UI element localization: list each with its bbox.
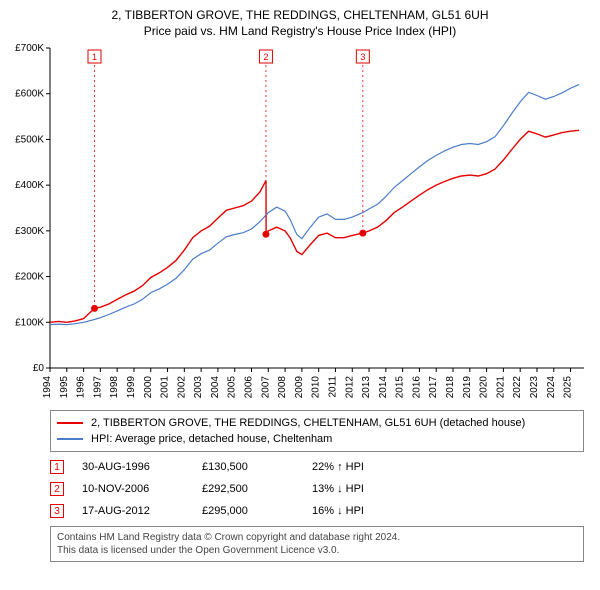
svg-text:2018: 2018: [445, 376, 456, 399]
event-dot-1: [91, 305, 98, 312]
event-row-3: 3 17-AUG-2012£295,00016% ↓ HPI: [50, 500, 584, 522]
event-dot-2: [262, 231, 269, 238]
events-block: 1 30-AUG-1996£130,50022% ↑ HPI 2 10-NOV-200…: [50, 456, 584, 522]
svg-text:£400K: £400K: [15, 180, 44, 191]
svg-text:£200K: £200K: [15, 272, 44, 283]
svg-text:3: 3: [360, 52, 365, 62]
series-price_paid: [50, 130, 579, 322]
svg-text:2011: 2011: [327, 376, 338, 398]
title-block: 2, TIBBERTON GROVE, THE REDDINGS, CHELTE…: [8, 8, 592, 38]
svg-text:2014: 2014: [378, 376, 389, 399]
svg-text:2010: 2010: [311, 376, 322, 399]
svg-text:£500K: £500K: [15, 134, 44, 145]
svg-text:2004: 2004: [210, 376, 221, 399]
legend-row-1: HPI: Average price, detached house, Chel…: [57, 431, 577, 447]
event-date: 10-NOV-2006: [82, 483, 202, 495]
svg-text:2000: 2000: [143, 376, 154, 399]
title-address: 2, TIBBERTON GROVE, THE REDDINGS, CHELTE…: [8, 8, 592, 22]
series-hpi: [50, 85, 579, 325]
svg-text:2020: 2020: [479, 376, 490, 399]
legend-row-0: 2, TIBBERTON GROVE, THE REDDINGS, CHELTE…: [57, 415, 577, 431]
svg-text:1998: 1998: [109, 376, 120, 399]
svg-text:2022: 2022: [512, 376, 523, 399]
svg-text:1997: 1997: [92, 376, 103, 399]
svg-text:1996: 1996: [76, 376, 87, 399]
svg-text:£100K: £100K: [15, 317, 44, 328]
svg-text:2017: 2017: [428, 376, 439, 399]
event-diff: 22% ↑ HPI: [312, 461, 432, 473]
event-marker-1: 1: [50, 460, 64, 474]
svg-text:2007: 2007: [260, 376, 271, 399]
svg-text:£0: £0: [33, 363, 45, 374]
chart-container: 2, TIBBERTON GROVE, THE REDDINGS, CHELTE…: [0, 0, 600, 566]
svg-text:2024: 2024: [546, 376, 557, 399]
svg-text:2023: 2023: [529, 376, 540, 399]
event-row-1: 1 30-AUG-1996£130,50022% ↑ HPI: [50, 456, 584, 478]
svg-text:2013: 2013: [361, 376, 372, 399]
svg-text:1994: 1994: [42, 376, 53, 399]
event-marker-3: 3: [50, 504, 64, 518]
legend-label: 2, TIBBERTON GROVE, THE REDDINGS, CHELTE…: [91, 417, 525, 429]
svg-text:2009: 2009: [294, 376, 305, 399]
chart-svg: £0 £100K £200K £300K £400K £500K £600K £700K 199…: [8, 44, 592, 404]
event-row-2: 2 10-NOV-2006£292,50013% ↓ HPI: [50, 478, 584, 500]
svg-text:2001: 2001: [160, 376, 171, 399]
event-diff: 13% ↓ HPI: [312, 483, 432, 495]
svg-text:2012: 2012: [344, 376, 355, 399]
legend-swatch: [57, 438, 83, 440]
title-subtitle: Price paid vs. HM Land Registry's House …: [8, 24, 592, 38]
svg-text:£700K: £700K: [15, 44, 44, 54]
svg-text:2005: 2005: [227, 376, 238, 399]
event-price: £295,000: [202, 505, 312, 517]
svg-text:2006: 2006: [244, 376, 255, 399]
svg-text:£300K: £300K: [15, 226, 44, 237]
svg-text:2015: 2015: [395, 376, 406, 399]
event-price: £292,500: [202, 483, 312, 495]
svg-text:2008: 2008: [277, 376, 288, 399]
svg-text:2002: 2002: [176, 376, 187, 399]
svg-text:2003: 2003: [193, 376, 204, 399]
footer-line2: This data is licensed under the Open Gov…: [57, 544, 577, 557]
event-diff: 16% ↓ HPI: [312, 505, 432, 517]
svg-text:2: 2: [263, 52, 268, 62]
footer-line1: Contains HM Land Registry data © Crown c…: [57, 531, 577, 544]
svg-text:2016: 2016: [411, 376, 422, 399]
event-date: 17-AUG-2012: [82, 505, 202, 517]
event-date: 30-AUG-1996: [82, 461, 202, 473]
footer-box: Contains HM Land Registry data © Crown c…: [50, 526, 584, 562]
legend-label: HPI: Average price, detached house, Chel…: [91, 433, 332, 445]
legend-swatch: [57, 422, 83, 424]
event-marker-2: 2: [50, 482, 64, 496]
chart-area: £0 £100K £200K £300K £400K £500K £600K £700K 199…: [8, 44, 592, 404]
svg-text:2019: 2019: [462, 376, 473, 399]
svg-text:1999: 1999: [126, 376, 137, 399]
legend-box: 2, TIBBERTON GROVE, THE REDDINGS, CHELTE…: [50, 410, 584, 452]
svg-text:1995: 1995: [59, 376, 70, 399]
event-price: £130,500: [202, 461, 312, 473]
event-dot-3: [359, 230, 366, 237]
svg-text:£600K: £600K: [15, 89, 44, 100]
svg-text:2021: 2021: [495, 376, 506, 399]
svg-text:2025: 2025: [563, 376, 574, 399]
svg-text:1: 1: [92, 52, 97, 62]
